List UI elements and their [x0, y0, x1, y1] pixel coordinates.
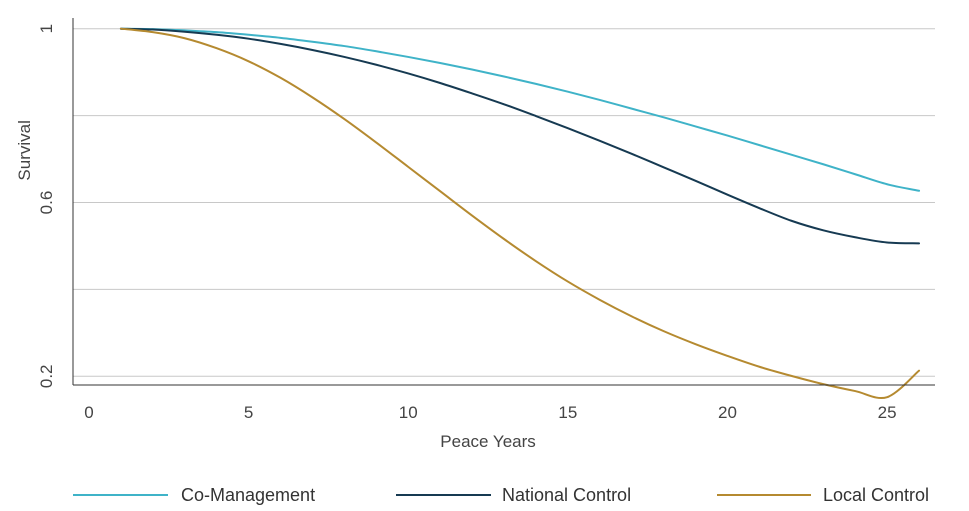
y-tick-labels: 0.2 0.6 1 — [37, 24, 56, 388]
series-line-national-control — [119, 27, 921, 245]
x-tick-label-25: 25 — [878, 403, 897, 422]
y-tick-label-1: 0.6 — [37, 191, 56, 215]
axes — [72, 18, 935, 386]
legend-label-local-control: Local Control — [823, 485, 929, 505]
x-tick-labels: 0 5 10 15 20 25 — [84, 403, 896, 422]
series-line-local-control — [119, 27, 921, 399]
series-line-co-management — [119, 27, 921, 192]
y-tick-label-0: 0.2 — [37, 364, 56, 388]
legend-label-co-management: Co-Management — [181, 485, 315, 505]
legend: Co-Management National Control Local Contr… — [73, 485, 929, 505]
legend-item-national-control: National Control — [396, 485, 631, 505]
legend-item-local-control: Local Control — [717, 485, 929, 505]
gridlines — [73, 28, 935, 377]
y-axis-title: Survival — [15, 120, 34, 180]
x-axis-title: Peace Years — [440, 432, 535, 451]
x-tick-label-0: 0 — [84, 403, 93, 422]
series-lines — [119, 27, 921, 399]
legend-label-national-control: National Control — [502, 485, 631, 505]
x-tick-label-15: 15 — [558, 403, 577, 422]
x-tick-label-10: 10 — [399, 403, 418, 422]
x-tick-label-20: 20 — [718, 403, 737, 422]
legend-item-co-management: Co-Management — [73, 485, 315, 505]
y-tick-label-2: 1 — [37, 24, 56, 33]
x-tick-label-5: 5 — [244, 403, 253, 422]
